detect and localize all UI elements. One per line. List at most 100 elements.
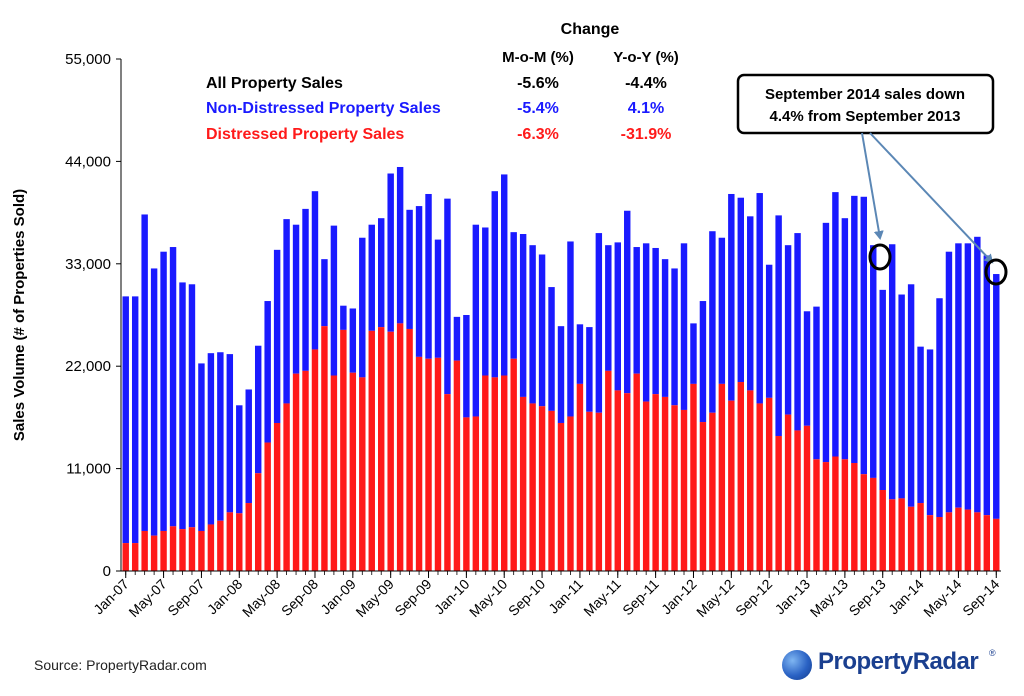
change-row-label: Non-Distressed Property Sales <box>206 100 441 117</box>
bar-distressed <box>245 503 252 571</box>
bar-distressed <box>311 349 319 571</box>
bar-distressed <box>160 530 167 571</box>
bar-distressed <box>217 520 224 571</box>
bar-non-distressed <box>415 206 423 357</box>
bar-non-distressed <box>841 218 849 460</box>
bar-non-distressed <box>888 244 896 500</box>
bar-non-distressed <box>292 224 300 374</box>
bar-distressed <box>548 410 555 571</box>
bar-distressed <box>330 375 338 571</box>
bar-non-distressed <box>851 195 858 464</box>
bar-non-distressed <box>860 196 868 475</box>
annotation-line-2: 4.4% from September 2013 <box>770 108 961 125</box>
bar-non-distressed <box>387 173 394 332</box>
bar-distressed <box>955 507 962 571</box>
annotation-arrow-sep13 <box>861 132 884 240</box>
bar-distressed <box>198 530 205 571</box>
bar-distressed <box>661 396 669 571</box>
bar-non-distressed <box>614 242 621 391</box>
bar-non-distressed <box>425 193 432 359</box>
bar-non-distressed <box>898 294 905 499</box>
bar-non-distressed <box>983 255 991 516</box>
bar-non-distressed <box>680 243 688 410</box>
bar-distressed <box>605 370 612 571</box>
bar-distressed <box>898 498 905 571</box>
change-row-mom: -5.4% <box>517 100 559 117</box>
bar-non-distressed <box>321 259 328 327</box>
bar-non-distressed <box>813 306 820 460</box>
change-row-mom: -6.3% <box>517 126 559 143</box>
bar-non-distressed <box>605 245 612 371</box>
bar-distressed <box>264 442 271 571</box>
bar-distressed <box>586 411 593 571</box>
bar-distressed <box>652 394 659 571</box>
y-axis-title: Sales Volume (# of Properties Sold) <box>11 189 28 441</box>
bar-non-distressed <box>406 209 413 329</box>
bar-non-distressed <box>434 239 442 358</box>
bar-non-distressed <box>236 405 243 514</box>
bar-non-distressed <box>586 327 593 412</box>
annotation-line-1: September 2014 sales down <box>765 86 965 103</box>
bar-distressed <box>851 463 858 571</box>
bar-non-distressed <box>131 296 139 544</box>
bar-non-distressed <box>642 243 650 402</box>
bar-non-distressed <box>737 197 744 383</box>
x-tick-label: Sep-08 <box>278 576 321 619</box>
bar-distressed <box>974 512 981 571</box>
bar-distressed <box>444 394 451 571</box>
bar-distressed <box>273 422 281 571</box>
bar-non-distressed <box>652 247 659 395</box>
bar-distressed <box>728 400 735 571</box>
bar-non-distressed <box>690 323 697 384</box>
bar-non-distressed <box>150 268 158 536</box>
x-tick-label: Sep-12 <box>732 576 775 619</box>
bar-non-distressed <box>245 389 252 504</box>
bar-distressed <box>122 543 129 571</box>
bar-non-distressed <box>198 363 205 531</box>
x-tick-label: Jan-12 <box>658 576 700 618</box>
bar-non-distressed <box>529 245 536 404</box>
bar-non-distressed <box>936 298 943 517</box>
bar-distressed <box>472 416 480 571</box>
bar-distressed <box>501 375 508 571</box>
bar-distressed <box>519 396 527 571</box>
bar-distressed <box>576 383 584 571</box>
bar-distressed <box>425 358 432 571</box>
bar-non-distressed <box>803 311 811 426</box>
x-tick-label: Jan-08 <box>204 576 246 618</box>
x-tick-label: May-14 <box>920 576 964 620</box>
bar-non-distressed <box>964 243 972 510</box>
bar-non-distressed <box>538 254 546 407</box>
bar-non-distressed <box>699 301 707 423</box>
bar-distressed <box>131 543 139 571</box>
bar-non-distressed <box>273 249 281 423</box>
bar-distressed <box>340 329 347 571</box>
bar-distressed <box>538 406 546 571</box>
change-row-label: Distressed Property Sales <box>206 126 404 143</box>
x-tick-label: May-08 <box>239 576 283 620</box>
bar-distressed <box>614 390 621 571</box>
bar-non-distressed <box>160 251 167 531</box>
bar-non-distressed <box>671 268 678 406</box>
bar-non-distressed <box>661 259 669 397</box>
bar-non-distressed <box>283 219 290 404</box>
x-tick-label: Sep-07 <box>164 576 207 619</box>
bar-non-distressed <box>491 191 498 378</box>
source-caption: Source: PropertyRadar.com <box>34 657 207 673</box>
bar-distressed <box>803 425 811 571</box>
x-tick-label: Jan-13 <box>772 576 814 618</box>
bar-non-distressed <box>756 193 763 404</box>
bar-non-distressed <box>832 192 839 457</box>
bar-distressed <box>917 503 924 571</box>
bar-non-distressed <box>747 216 754 391</box>
bar-distressed <box>737 382 744 571</box>
bar-distressed <box>832 456 839 571</box>
logo-text: PropertyRadar <box>818 648 979 675</box>
bar-non-distressed <box>207 353 215 525</box>
annotation-arrow-sep14 <box>869 132 994 264</box>
bar-distressed <box>841 459 849 571</box>
bar-non-distressed <box>557 326 565 423</box>
bar-non-distressed <box>548 287 555 411</box>
bar-distressed <box>179 529 186 571</box>
bar-distressed <box>879 490 886 571</box>
